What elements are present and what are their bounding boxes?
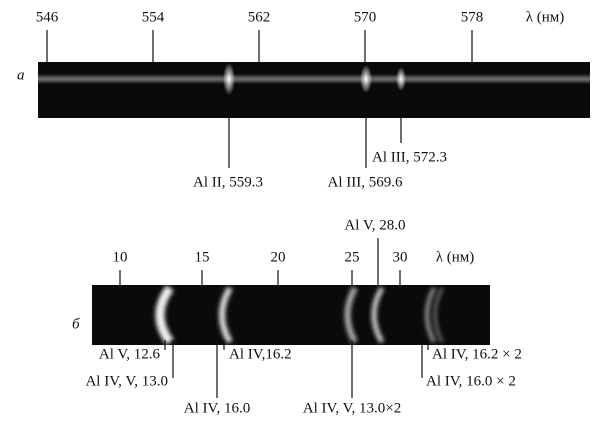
line-annotation: Al IV, 16.2 × 2 [432, 346, 522, 362]
spectral-line [360, 65, 372, 93]
line-annotation: Al IV, 16.0 × 2 [426, 373, 516, 389]
line-annotation: Al III, 572.3 [372, 149, 447, 165]
line-annotation: Al II, 559.3 [193, 174, 263, 190]
tick-label: 20 [271, 249, 286, 265]
tick-label: 578 [461, 9, 484, 25]
tick-label: 554 [142, 9, 165, 25]
spectral-line [223, 63, 235, 95]
line-annotation: Al V, 12.6 [99, 346, 161, 362]
axis-label: λ (нм) [436, 249, 475, 265]
tick-label: 546 [36, 9, 59, 25]
figure: а 546 554 562 570 578 λ (нм) Al II, 559.3 Al… [0, 0, 593, 427]
tick-label: 10 [113, 249, 128, 265]
line-annotation: Al IV, V, 13.0×2 [303, 400, 401, 416]
tick-label: 562 [248, 9, 271, 25]
continuum [38, 74, 590, 84]
tick-label: 570 [354, 9, 377, 25]
line-annotation: Al IV,16.2 [229, 346, 292, 362]
line-annotation: Al V, 28.0 [344, 217, 405, 233]
panel-label: б [72, 316, 80, 332]
line-annotation: Al IV, V, 13.0 [85, 373, 168, 389]
tick-label: 15 [195, 249, 210, 265]
spectral-line [396, 67, 406, 91]
axis-label: λ (нм) [526, 9, 565, 25]
panel-label: а [17, 67, 25, 83]
tick-label: 25 [345, 249, 360, 265]
spectrum-strip [38, 62, 590, 118]
line-annotation: Al IV, 16.0 [184, 400, 250, 416]
panel-a: а 546 554 562 570 578 λ (нм) Al II, 559.3 Al… [17, 9, 590, 190]
line-annotation: Al III, 569.6 [328, 174, 403, 190]
panel-b: б 10 15 20 25 30 λ (нм) Al V, 28.0 Al V, 12.… [72, 217, 522, 416]
tick-label: 30 [393, 249, 408, 265]
